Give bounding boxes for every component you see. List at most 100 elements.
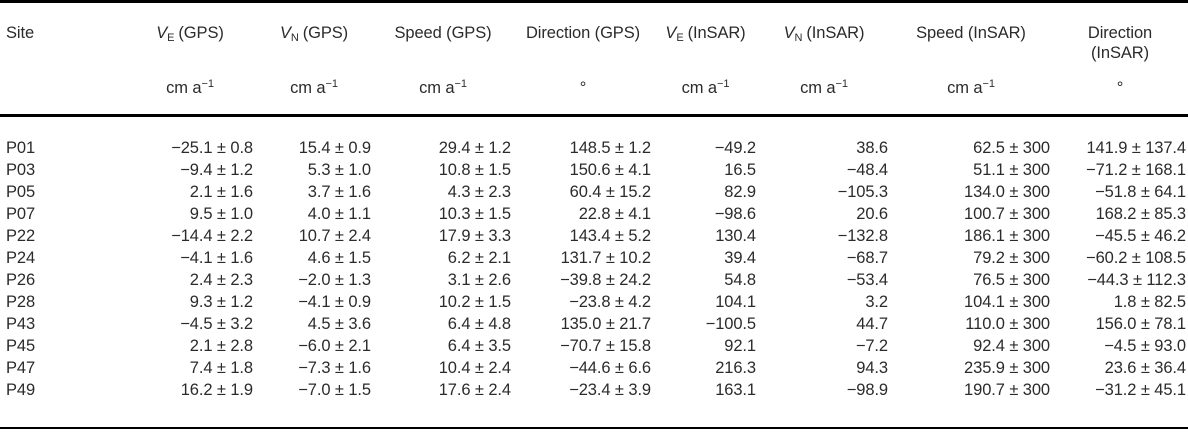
cell-speed_insar: 110.0 ± 300 bbox=[965, 314, 1050, 333]
cell-speed_insar: 62.5 ± 300 bbox=[973, 138, 1050, 157]
cell-dir_insar: −44.3 ± 112.3 bbox=[1087, 270, 1186, 289]
cell-ve_gps: −4.5 ± 3.2 bbox=[180, 314, 253, 333]
cell-site: P49 bbox=[6, 380, 36, 399]
unit-vn-gps: cm a−1 bbox=[290, 78, 338, 97]
cell-ve_insar: 82.9 bbox=[724, 182, 756, 201]
cell-ve_insar: 92.1 bbox=[724, 336, 756, 355]
cell-ve_gps: 16.2 ± 1.9 bbox=[180, 380, 253, 399]
cell-vn_insar: −68.7 bbox=[846, 248, 888, 267]
cell-vn_insar: 3.2 bbox=[865, 292, 888, 311]
cell-site: P22 bbox=[6, 226, 36, 245]
cell-dir_insar: 1.8 ± 82.5 bbox=[1113, 292, 1186, 311]
cell-vn_insar: −132.8 bbox=[837, 226, 888, 245]
cell-dir_gps: −39.8 ± 24.2 bbox=[560, 270, 651, 289]
cell-vn_insar: 38.6 bbox=[856, 138, 888, 157]
cell-vn_insar: −98.9 bbox=[846, 380, 888, 399]
table-row: P26 2.4 ± 2.3 −2.0 ± 1.3 3.1 ± 2.6 −39.8 ± 2… bbox=[0, 269, 1188, 291]
cell-speed_gps: 6.4 ± 4.8 bbox=[447, 314, 511, 333]
cell-ve_gps: 2.4 ± 2.3 bbox=[189, 270, 253, 289]
cell-vn_insar: −7.2 bbox=[855, 336, 888, 355]
col-header-speed-gps: Speed (GPS) bbox=[394, 24, 492, 42]
cell-speed_insar: 190.7 ± 300 bbox=[964, 380, 1050, 399]
cell-speed_gps: 10.4 ± 2.4 bbox=[438, 358, 511, 377]
cell-site: P45 bbox=[6, 336, 36, 355]
cell-dir_gps: 22.8 ± 4.1 bbox=[578, 204, 651, 223]
cell-vn_gps: 4.0 ± 1.1 bbox=[307, 204, 371, 223]
cell-vn_insar: −53.4 bbox=[846, 270, 888, 289]
cell-site: P05 bbox=[6, 182, 36, 201]
cell-ve_gps: 9.3 ± 1.2 bbox=[189, 292, 253, 311]
cell-ve_insar: −100.5 bbox=[705, 314, 756, 333]
cell-ve_gps: −9.4 ± 1.2 bbox=[180, 160, 253, 179]
cell-dir_gps: −23.8 ± 4.2 bbox=[569, 292, 651, 311]
cell-vn_insar: 20.6 bbox=[856, 204, 888, 223]
table-row: P01 −25.1 ± 0.8 15.4 ± 0.9 29.4 ± 1.2 148.5 … bbox=[0, 115, 1188, 159]
cell-dir_insar: −60.2 ± 108.5 bbox=[1086, 248, 1186, 267]
table-header: Site VE (GPS) VN (GPS) Speed (GPS) Directi… bbox=[0, 2, 1188, 115]
cell-dir_gps: 60.4 ± 15.2 bbox=[569, 182, 651, 201]
header-label-row: Site VE (GPS) VN (GPS) Speed (GPS) Directi… bbox=[0, 2, 1188, 64]
cell-ve_gps: −25.1 ± 0.8 bbox=[171, 138, 253, 157]
table-body: P01 −25.1 ± 0.8 15.4 ± 0.9 29.4 ± 1.2 148.5 … bbox=[0, 115, 1188, 428]
unit-direction-gps: ° bbox=[579, 79, 587, 97]
col-header-direction-gps: Direction (GPS) bbox=[525, 24, 641, 42]
cell-speed_gps: 3.1 ± 2.6 bbox=[447, 270, 511, 289]
cell-speed_insar: 235.9 ± 300 bbox=[964, 358, 1050, 377]
table-row: P45 2.1 ± 2.8 −6.0 ± 2.1 6.4 ± 3.5 −70.7 ± 1… bbox=[0, 335, 1188, 357]
cell-speed_insar: 51.1 ± 300 bbox=[973, 160, 1050, 179]
cell-ve_insar: 54.8 bbox=[724, 270, 756, 289]
cell-vn_insar: −48.4 bbox=[846, 160, 888, 179]
cell-speed_gps: 10.8 ± 1.5 bbox=[438, 160, 511, 179]
cell-site: P43 bbox=[6, 314, 36, 333]
cell-ve_insar: −98.6 bbox=[714, 204, 756, 223]
cell-vn_insar: −105.3 bbox=[837, 182, 888, 201]
col-header-ve-gps: VE (GPS) bbox=[156, 24, 224, 44]
cell-site: P26 bbox=[6, 270, 36, 289]
cell-dir_insar: −71.2 ± 168.1 bbox=[1086, 160, 1186, 179]
cell-vn_gps: −7.3 ± 1.6 bbox=[298, 358, 371, 377]
cell-ve_insar: −49.2 bbox=[714, 138, 756, 157]
cell-vn_gps: −6.0 ± 2.1 bbox=[298, 336, 371, 355]
cell-dir_gps: 135.0 ± 21.7 bbox=[560, 314, 652, 333]
cell-ve_gps: −4.1 ± 1.6 bbox=[180, 248, 253, 267]
cell-speed_insar: 76.5 ± 300 bbox=[973, 270, 1050, 289]
cell-vn_gps: 5.3 ± 1.0 bbox=[307, 160, 371, 179]
table-row: P47 7.4 ± 1.8 −7.3 ± 1.6 10.4 ± 2.4 −44.6 ± … bbox=[0, 357, 1188, 379]
cell-vn_insar: 44.7 bbox=[856, 314, 888, 333]
cell-speed_gps: 17.9 ± 3.3 bbox=[438, 226, 511, 245]
table-row: P05 2.1 ± 1.6 3.7 ± 1.6 4.3 ± 2.3 60.4 ± 15.… bbox=[0, 181, 1188, 203]
cell-ve_insar: 104.1 bbox=[715, 292, 756, 311]
cell-speed_gps: 29.4 ± 1.2 bbox=[438, 138, 511, 157]
cell-vn_gps: 3.7 ± 1.6 bbox=[307, 182, 371, 201]
cell-speed_insar: 104.1 ± 300 bbox=[964, 292, 1050, 311]
table-row: P22 −14.4 ± 2.2 10.7 ± 2.4 17.9 ± 3.3 143.4 … bbox=[0, 225, 1188, 247]
table-row: P43 −4.5 ± 3.2 4.5 ± 3.6 6.4 ± 4.8 135.0 ± 2… bbox=[0, 313, 1188, 335]
cell-speed_gps: 10.3 ± 1.5 bbox=[438, 204, 511, 223]
cell-speed_insar: 186.1 ± 300 bbox=[964, 226, 1050, 245]
cell-vn_gps: 4.6 ± 1.5 bbox=[307, 248, 371, 267]
header-units-row: cm a−1 cm a−1 cm a−1 ° cm a−1 cm a−1 cm … bbox=[0, 63, 1188, 115]
table-row: P24 −4.1 ± 1.6 4.6 ± 1.5 6.2 ± 2.1 131.7 ± 1… bbox=[0, 247, 1188, 269]
cell-vn_gps: −4.1 ± 0.9 bbox=[298, 292, 371, 311]
cell-dir_insar: −51.8 ± 64.1 bbox=[1095, 182, 1186, 201]
table-row: P07 9.5 ± 1.0 4.0 ± 1.1 10.3 ± 1.5 22.8 ± 4.… bbox=[0, 203, 1188, 225]
cell-site: P01 bbox=[6, 138, 36, 157]
cell-dir_gps: 143.4 ± 5.2 bbox=[569, 226, 651, 245]
cell-speed_insar: 134.0 ± 300 bbox=[964, 182, 1050, 201]
cell-dir_gps: −70.7 ± 15.8 bbox=[560, 336, 651, 355]
cell-speed_gps: 6.4 ± 3.5 bbox=[447, 336, 511, 355]
cell-dir_insar: 23.6 ± 36.4 bbox=[1104, 358, 1186, 377]
cell-speed_insar: 92.4 ± 300 bbox=[973, 336, 1050, 355]
cell-speed_gps: 10.2 ± 1.5 bbox=[438, 292, 511, 311]
cell-dir_gps: −23.4 ± 3.9 bbox=[569, 380, 651, 399]
unit-speed-gps: cm a−1 bbox=[419, 78, 467, 97]
cell-dir_insar: 168.2 ± 85.3 bbox=[1095, 204, 1187, 223]
unit-ve-gps: cm a−1 bbox=[166, 78, 214, 97]
cell-site: P07 bbox=[6, 204, 36, 223]
cell-dir_gps: −44.6 ± 6.6 bbox=[569, 358, 651, 377]
unit-speed-insar: cm a−1 bbox=[947, 78, 995, 97]
col-header-vn-insar: VN (InSAR) bbox=[783, 24, 865, 44]
cell-dir_insar: 156.0 ± 78.1 bbox=[1095, 314, 1187, 333]
cell-ve_insar: 16.5 bbox=[724, 160, 756, 179]
